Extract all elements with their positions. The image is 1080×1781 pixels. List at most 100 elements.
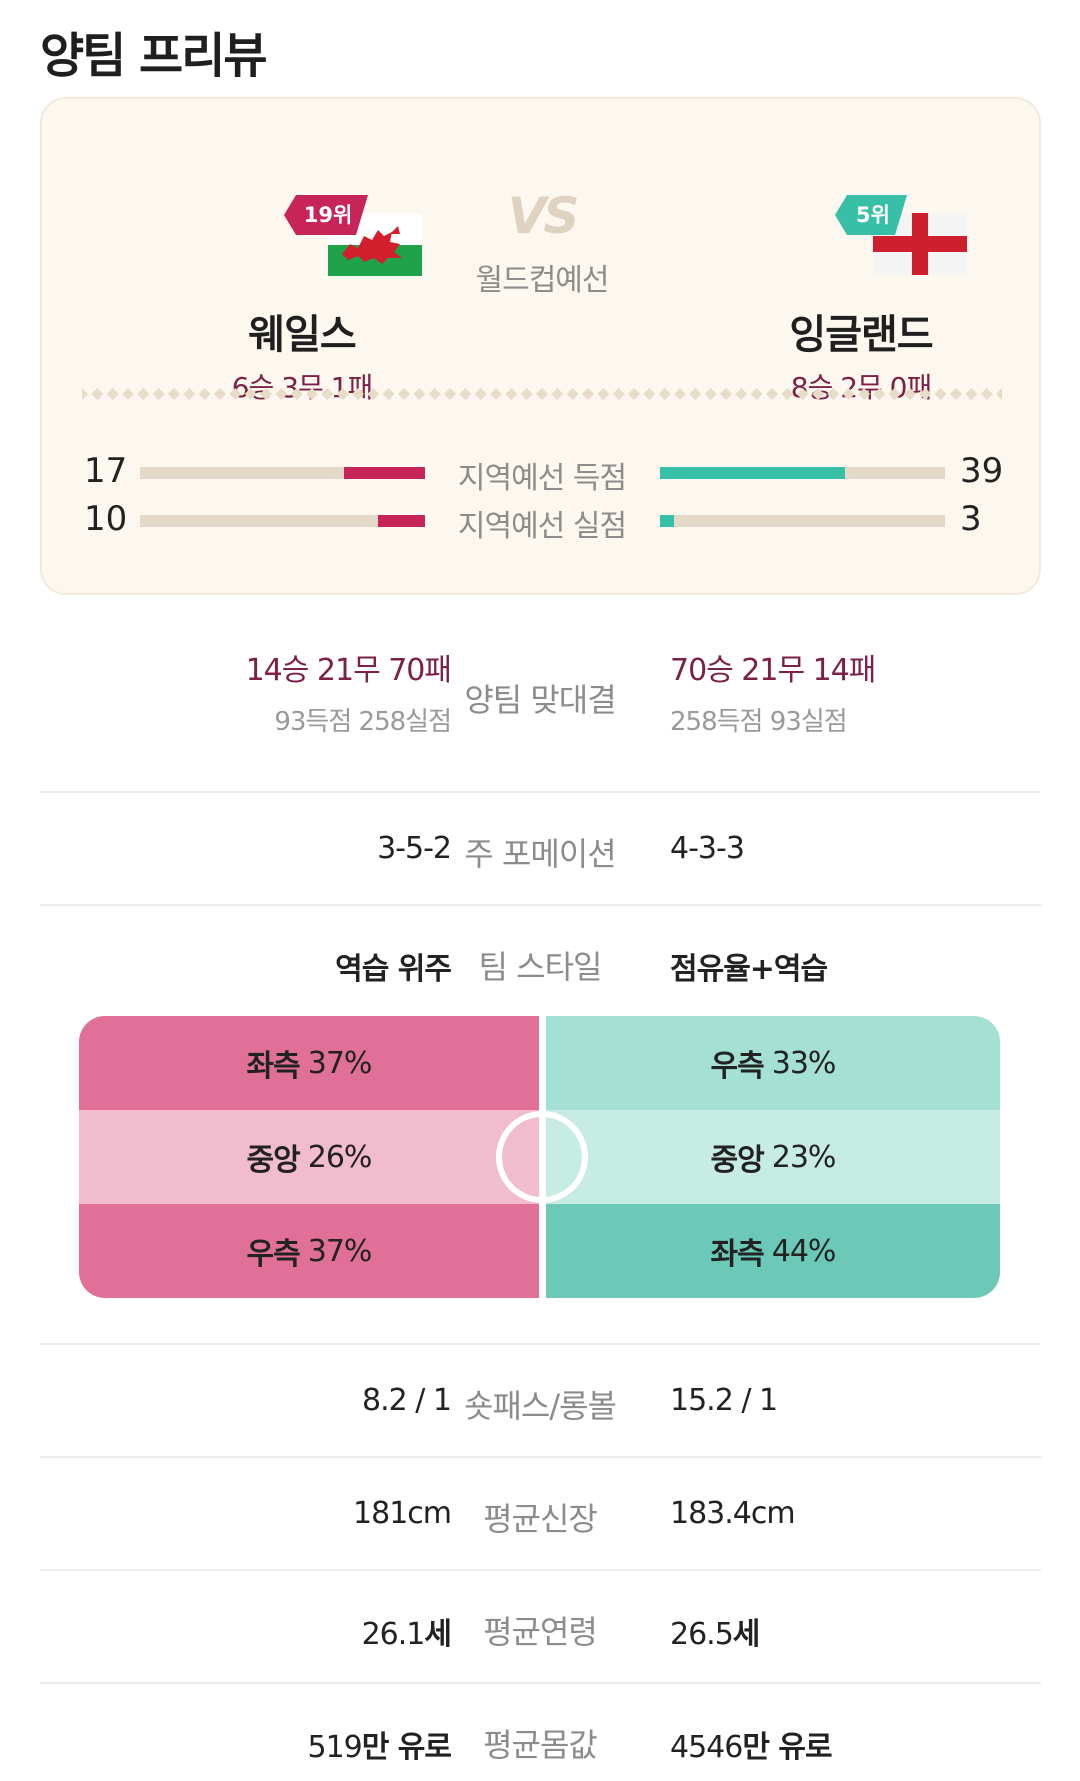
- shot-pass-row: 8.2 / 1 숏패스/롱볼 15.2 / 1: [40, 1377, 1041, 1427]
- home-team-record: 6승 3무 1패: [231, 371, 374, 404]
- away-zone-right: 우측 33%: [546, 1016, 1000, 1110]
- dotted-divider: [82, 388, 1002, 400]
- home-zone-right: 우측 37%: [79, 1204, 539, 1298]
- divider-dot: [398, 388, 410, 400]
- divider-dot: [244, 388, 257, 400]
- divider-dot: [106, 388, 119, 400]
- divider-dot: [980, 388, 993, 400]
- versus-block: VS 월드컵예선: [442, 187, 642, 299]
- home-goals-scored-fill: [344, 467, 425, 479]
- divider-dot: [306, 388, 318, 400]
- divider-dot: [965, 388, 978, 400]
- avg-age-label: 평균연령: [483, 1613, 598, 1651]
- home-goals-conceded-fill: [377, 515, 425, 527]
- divider: [40, 1456, 1041, 1458]
- divider-dot: [582, 388, 594, 400]
- away-team-style: 점유율+역습: [670, 952, 828, 987]
- avg-height-row: 181cm 평균신장 183.4cm: [40, 1490, 1041, 1540]
- divider-dot: [382, 388, 395, 400]
- home-avg-value-number: 519: [307, 1730, 362, 1765]
- divider-dot: [198, 388, 211, 400]
- goals-scored-row: 17 지역예선 득점 39: [42, 451, 1043, 496]
- divider-dot: [674, 388, 686, 400]
- divider-dot: [536, 388, 548, 400]
- home-zone-right-pct: 37%: [307, 1233, 373, 1269]
- avg-value-row: 519만 유로 평균몸값 4546만 유로: [40, 1716, 1041, 1766]
- away-zone-center: 중앙 23%: [546, 1110, 1000, 1204]
- goals-scored-label: 지역예선 득점: [457, 461, 627, 496]
- home-zone-center: 중앙 26%: [79, 1110, 539, 1204]
- away-zone-right-pct: 33%: [771, 1045, 837, 1081]
- divider-dot: [428, 388, 441, 400]
- away-goals-scored-fill: [660, 467, 846, 479]
- divider-dot: [720, 388, 732, 400]
- away-rank-badge: 5위: [835, 195, 907, 235]
- away-avg-height: 183.4cm: [670, 1496, 796, 1531]
- divider-dot: [490, 388, 502, 400]
- divider: [40, 1682, 1041, 1684]
- home-team-style: 역습 위주: [335, 952, 452, 987]
- divider: [40, 1343, 1041, 1345]
- away-h2h-goals: 258득점 93실점: [670, 707, 848, 737]
- divider-dot: [566, 388, 579, 400]
- divider-dot: [628, 388, 640, 400]
- divider-dot: [275, 388, 288, 400]
- home-goals-scored-bar: [140, 467, 425, 479]
- home-shot-pass: 8.2 / 1: [362, 1383, 452, 1418]
- divider-dot: [827, 388, 840, 400]
- away-avg-value-unit: 만 유로: [742, 1730, 832, 1765]
- avg-age-row: 26.1세 평균연령 26.5세: [40, 1603, 1041, 1653]
- away-shot-pass: 15.2 / 1: [670, 1383, 778, 1418]
- divider-dot: [260, 388, 272, 400]
- divider: [40, 1569, 1041, 1571]
- divider-dot: [888, 388, 901, 400]
- divider-dot: [459, 388, 472, 400]
- divider-dot: [812, 388, 824, 400]
- attack-direction-pitch: 좌측 37% 중앙 26% 우측 37% 우측 33% 중앙 23% 좌측 44%: [79, 1016, 1000, 1298]
- away-team-name: 잉글랜드: [789, 312, 933, 358]
- divider-dot: [934, 388, 947, 400]
- away-zone-right-label: 우측: [710, 1049, 765, 1084]
- away-h2h: 70승 21무 14패 258득점 93실점: [670, 645, 876, 738]
- goals-conceded-label: 지역예선 실점: [457, 509, 627, 544]
- away-formation: 4-3-3: [670, 831, 745, 866]
- away-zone-left-label: 좌측: [710, 1237, 765, 1272]
- avg-height-label: 평균신장: [483, 1500, 598, 1538]
- home-zone-left-label: 좌측: [246, 1049, 301, 1084]
- divider-dot: [214, 388, 226, 400]
- away-avg-age: 26.5세: [670, 1609, 760, 1653]
- divider-dot: [137, 388, 150, 400]
- divider-dot: [336, 388, 349, 400]
- home-zone-left: 좌측 37%: [79, 1016, 539, 1110]
- divider-dot: [82, 388, 88, 400]
- wales-flag-icon: [328, 214, 422, 276]
- divider-dot: [229, 388, 242, 400]
- home-team-name: 웨일스: [248, 312, 356, 358]
- away-zone-center-pct: 23%: [771, 1139, 837, 1175]
- home-flag-wrap: 19위: [152, 147, 452, 276]
- divider-dot: [551, 388, 564, 400]
- divider-dot: [919, 388, 932, 400]
- home-h2h-record: 14승 21무 70패: [245, 653, 452, 688]
- divider-dot: [766, 388, 778, 400]
- home-goals-conceded-bar: [140, 515, 425, 527]
- divider-dot: [950, 388, 962, 400]
- home-goals-conceded: 10: [84, 499, 128, 539]
- divider-dot: [321, 388, 334, 400]
- divider: [40, 791, 1041, 793]
- divider-dot: [735, 388, 748, 400]
- away-goals-conceded-fill: [660, 515, 675, 527]
- divider-dot: [122, 388, 134, 400]
- divider-dot: [658, 388, 671, 400]
- divider-dot: [152, 388, 165, 400]
- home-zone-center-pct: 26%: [307, 1139, 373, 1175]
- away-team: 5위 잉글랜드 8승 2무 0패: [711, 147, 1011, 406]
- head-to-head-row: 14승 21무 70패 93득점 258실점 양팀 맞대결 70승 21무 14…: [40, 645, 1041, 755]
- divider-dot: [352, 388, 364, 400]
- divider-dot: [367, 388, 380, 400]
- away-goals-scored: 39: [960, 451, 1004, 491]
- divider-dot: [689, 388, 702, 400]
- avg-value-label: 평균몸값: [483, 1726, 598, 1764]
- vs-label: VS: [507, 187, 580, 245]
- divider-dot: [781, 388, 794, 400]
